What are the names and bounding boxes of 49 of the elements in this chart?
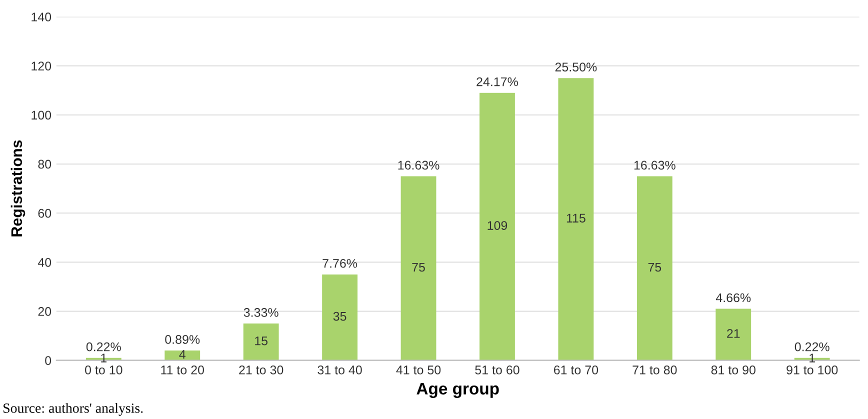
y-tick-label: 60 [38,208,52,218]
y-tick-label: 80 [38,160,52,169]
x-tick-label: 71 to 80 [632,366,677,374]
annotation: 16.63% [634,160,676,170]
data-label: 15 [255,336,268,346]
data-label: 1 [810,354,815,362]
y-tick-label: 120 [32,62,52,70]
y-tick-label: 20 [38,307,52,316]
data-label: 21 [727,329,740,338]
x-tick-label: 0 to 10 [85,366,122,374]
annotation: 0.22% [86,342,121,352]
x-tick-label: 11 to 20 [161,366,204,374]
bar [716,308,752,360]
x-tick-label: 81 to 90 [711,366,756,374]
data-label: 35 [333,312,346,321]
data-label: 75 [648,262,662,272]
y-tick-label: 0 [45,356,52,365]
annotation: 7.76% [322,258,358,268]
x-tick-label: 91 to 100 [786,366,838,374]
bar [636,176,672,360]
y-tick-label: 140 [32,12,52,22]
y-axis-title: Registrations [10,140,26,236]
data-label: 115 [566,214,586,223]
data-label: 4 [179,350,186,359]
annotation: 16.63% [398,160,440,170]
bar [164,350,200,360]
x-tick-label: 41 to 50 [396,366,441,374]
x-axis-title: Age group [416,382,499,398]
annotation: 4.66% [716,293,751,302]
bar [322,274,358,360]
bar [400,176,436,360]
y-tick-label: 100 [32,110,52,120]
annotation: 3.33% [244,308,278,317]
data-label: 109 [488,221,508,230]
x-tick-label: 51 to 60 [475,366,520,374]
bar [243,324,279,360]
x-tick-label: 61 to 70 [554,366,598,374]
annotation: 25.50% [555,62,597,72]
bar [558,78,594,360]
annotation: 0.89% [165,335,200,344]
x-tick-label: 21 to 30 [239,366,284,374]
bar [480,92,515,360]
annotation: 24.17% [476,77,518,86]
data-label: 75 [412,262,425,272]
y-tick-label: 40 [38,258,52,267]
x-tick-label: 31 to 40 [318,366,362,374]
data-label: 1 [101,354,107,362]
source-note: Source: authors' analysis. [4,403,143,416]
annotation: 0.22% [794,342,830,352]
